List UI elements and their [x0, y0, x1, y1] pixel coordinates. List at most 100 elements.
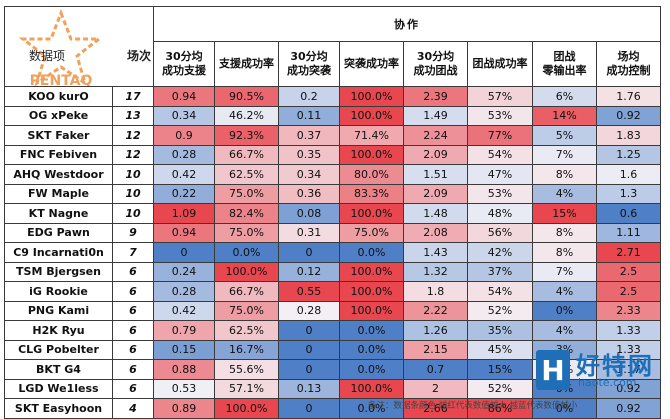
player-name: LGD We1less — [4, 378, 113, 399]
stat-cell: 6% — [532, 86, 597, 107]
stat-cell: 2.71 — [596, 242, 661, 263]
column-header-line: 成功突袭 — [287, 64, 331, 77]
stat-cell: 2.08 — [403, 222, 468, 243]
stat-cell: 100.0% — [214, 261, 279, 282]
games-count: 6 — [112, 320, 154, 341]
stat-cell: 5% — [532, 125, 597, 146]
stat-cell: 4% — [532, 183, 597, 204]
games-count: 6 — [112, 261, 154, 282]
games-count: 6 — [112, 359, 154, 380]
stat-cell: 0.22 — [153, 183, 215, 204]
stat-cell: 47% — [467, 164, 533, 185]
stat-cell: 0.28 — [278, 300, 340, 321]
stat-cell: 54% — [467, 281, 533, 302]
pentaq-logo: PENTAQ — [11, 8, 111, 86]
stat-cell: 82.4% — [214, 203, 279, 224]
stat-cell: 2.22 — [403, 300, 468, 321]
stat-cell: 1.83 — [596, 125, 661, 146]
stat-cell: 57% — [467, 86, 533, 107]
stat-cell: 0% — [532, 300, 597, 321]
footnote: 备注：数据条颜色 越红代表数值越大 越蓝代表数值越小 — [368, 401, 578, 411]
player-name: TSM Bjergsen — [4, 261, 113, 282]
column-header-line: 成功支援 — [162, 64, 206, 77]
stat-cell: 66.7% — [214, 281, 279, 302]
stat-cell: 1.26 — [403, 320, 468, 341]
column-header-line: 突袭成功率 — [344, 57, 399, 70]
player-name: iG Rookie — [4, 281, 113, 302]
stat-cell: 52% — [467, 300, 533, 321]
column-header-row: 30分均 成功支援 支援成功率 30分均 成功突袭 突袭成功率 30分均 成功团战 团战成功率团… — [5, 41, 661, 87]
stat-cell: 37% — [467, 261, 533, 282]
stat-cell: 53% — [467, 183, 533, 204]
table-row: FW Maple 10 0.22 75.0% 0.36 83.3% 2.09 53% 4% 1.3 — [4, 183, 661, 204]
column-header-line: 30分均 — [165, 50, 203, 63]
watermark-name: 好特网 — [576, 352, 654, 380]
stat-cell: 0.7 — [403, 359, 468, 380]
stat-cell: 0.0% — [339, 242, 404, 263]
column-header-line: 支援成功率 — [219, 57, 274, 70]
stat-cell: 0.92 — [596, 378, 661, 399]
games-count: 9 — [112, 222, 154, 243]
stat-cell: 0.15 — [153, 339, 215, 360]
stat-cell: 0.28 — [153, 144, 215, 165]
column-header-line: 30分均 — [416, 50, 455, 63]
games-count: 10 — [112, 164, 154, 185]
stat-cell: 1.11 — [596, 222, 661, 243]
stat-cell: 75.0% — [214, 300, 279, 321]
stat-cell: 1.33 — [596, 339, 661, 360]
stat-cell: 0.92 — [596, 398, 661, 419]
stat-cell: 1.48 — [403, 203, 468, 224]
watermark-logo-icon: H — [536, 350, 570, 390]
stat-cell: 0 — [278, 398, 340, 419]
stat-cell: 0.55 — [278, 281, 340, 302]
stat-cell: 0.24 — [153, 261, 215, 282]
stat-cell: 100.0% — [339, 144, 404, 165]
stat-cell: 100.0% — [339, 300, 404, 321]
stat-cell: 7% — [532, 261, 597, 282]
stat-cell: 42% — [467, 242, 533, 263]
watermark-url: haote.com — [578, 376, 637, 389]
stat-cell: 2.5 — [596, 261, 661, 282]
table-row: FNC Febiven 12 0.28 66.7% 0.35 100.0% 2.09 54% 7… — [4, 144, 661, 165]
games-count: 12 — [112, 144, 154, 165]
stat-cell: 0.42 — [153, 164, 215, 185]
stat-cell: 1.8 — [403, 281, 468, 302]
column-header: 30分均 成功支援 — [153, 41, 215, 87]
item-label: 数据项 — [29, 49, 66, 63]
stat-cell: 0.6 — [596, 203, 661, 224]
stat-cell: 52% — [467, 378, 533, 399]
column-header-line: 成功控制 — [606, 64, 651, 77]
column-header-line: 30分均 — [290, 50, 328, 63]
stat-cell: 48% — [467, 203, 533, 224]
stat-cell: 56% — [467, 222, 533, 243]
column-header: 30分均 成功团战 — [403, 41, 468, 87]
games-count: 6 — [112, 281, 154, 302]
column-header-line: 场均 — [617, 50, 640, 63]
stat-cell: 0 — [153, 242, 215, 263]
stat-cell: 100.0% — [339, 86, 404, 107]
stat-cell: 53% — [467, 105, 533, 126]
stat-cell: 46.2% — [214, 105, 279, 126]
stat-cell: 0.13 — [278, 378, 340, 399]
stat-cell: 100.0% — [339, 203, 404, 224]
stat-cell: 14% — [532, 105, 597, 126]
stat-cell: 0.36 — [278, 183, 340, 204]
stat-cell: 4% — [532, 281, 597, 302]
table-row: iG Rookie 6 0.28 66.7% 0.55 100.0% 1.8 54% 4% 2.5 — [4, 281, 661, 302]
stat-cell: 92.3% — [214, 125, 279, 146]
stat-cell: 54% — [467, 144, 533, 165]
stat-cell: 0.31 — [278, 222, 340, 243]
stat-cell: 2 — [403, 378, 468, 399]
column-header-line: 团战成功率 — [472, 57, 528, 70]
stat-cell: 100.0% — [339, 105, 404, 126]
stat-cell: 0.37 — [278, 125, 340, 146]
stat-cell: 1.51 — [403, 164, 468, 185]
stat-cell: 0.0% — [339, 359, 404, 380]
stat-cell: 2.39 — [403, 86, 468, 107]
table-row: OG xPeke 13 0.34 46.2% 0.11 100.0% 1.49 53% 14% 0… — [4, 105, 661, 126]
stat-cell: 1.33 — [596, 320, 661, 341]
stat-cell: 1.32 — [403, 261, 468, 282]
column-header: 突袭成功率 — [339, 41, 404, 87]
table-row: EDG Pawn 9 0.94 75.0% 0.31 75.0% 2.08 56% 8% 1.11 — [4, 222, 661, 243]
